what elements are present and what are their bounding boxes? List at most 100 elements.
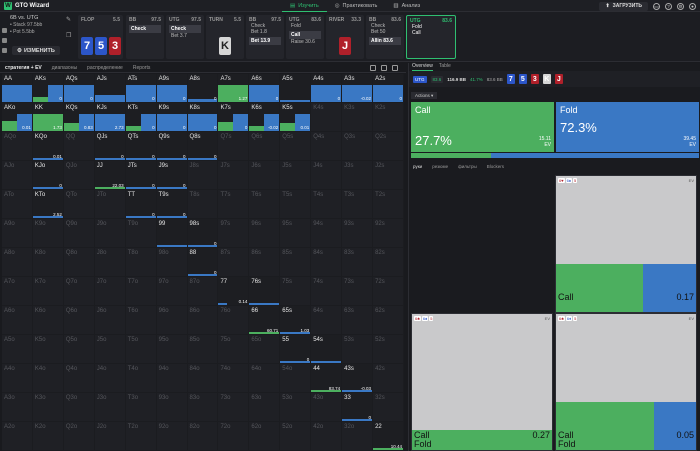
hand-cell-J2s[interactable]: J2s [373,161,404,190]
hand-cell-82s[interactable]: 82s [373,248,404,277]
action-option[interactable]: Check [251,23,266,29]
hand-cell-54o[interactable]: 54o [280,364,312,393]
hand-cell-J6o[interactable]: J6o [94,306,126,335]
hand-cell-A4s[interactable]: A4s 0 [311,74,343,103]
hand-cell-52s[interactable]: 52s [373,335,404,364]
action-column-bb-flop[interactable]: BB 97.5 Check [126,15,164,59]
hand-cell-A6o[interactable]: A6o [2,306,33,335]
hand-cell-QTo[interactable]: QTo [63,190,95,219]
hand-cell-ATs[interactable]: ATs 0 [125,74,157,103]
hand-cell-63s[interactable]: 63s [342,306,374,335]
hand-cell-93o[interactable]: 93o [156,393,188,422]
action-option[interactable]: Bet 3.7 [171,33,187,39]
folder-icon[interactable] [2,28,7,33]
hand-cell-K7o[interactable]: K7o [32,277,64,306]
change-button[interactable]: ⚙ ИЗМЕНИТЬ [12,46,60,55]
hand-cell-43s[interactable]: 43s -0.03 [342,364,374,393]
hand-cell-Q4s[interactable]: Q4s [311,132,343,161]
hand-cell-A5s[interactable]: A5s [280,74,312,103]
hand-cell-QJo[interactable]: QJo [63,161,95,190]
action-option[interactable]: Allin 83.6 [369,37,401,45]
hand-cell-T9s[interactable]: T9s 0 [156,190,188,219]
hand-cell-T2s[interactable]: T2s [373,190,404,219]
hand-cell-AA[interactable]: AA [2,74,33,103]
action-option[interactable]: Call [412,30,421,36]
hand-cell-J8s[interactable]: J8s [187,161,219,190]
hand-cell-T4s[interactable]: T4s [311,190,343,219]
hand-cell-T5o[interactable]: T5o [125,335,157,364]
hand-cell-K4o[interactable]: K4o [32,364,64,393]
hand-cell-96o[interactable]: 96o [156,306,188,335]
tab-ranges[interactable]: диапазоны [51,64,78,71]
hand-cell-KK[interactable]: KK 1.73 [32,103,64,132]
hand-cell-A8s[interactable]: A8s 0 [187,74,219,103]
hand-cell-A2s[interactable]: A2s 0 [373,74,404,103]
nav-practice[interactable]: ◎ Практиковать [334,3,378,9]
hand-cell-K9o[interactable]: K9o [32,219,64,248]
hand-cell-QQ[interactable]: QQ [63,132,95,161]
hand-cell-KTs[interactable]: KTs 0 [125,103,157,132]
hand-cell-JJ[interactable]: JJ 22.03 [94,161,126,190]
action-column-utg-flop[interactable]: UTG 97.5 Check Bet 3.7 [166,15,204,59]
hand-cell-52o[interactable]: 52o [280,422,312,451]
hand-cell-A5o[interactable]: A5o [2,335,33,364]
action-option[interactable]: Check [371,23,386,29]
tab-blockers[interactable]: Blockers [486,164,504,169]
hand-cell-64o[interactable]: 64o [249,364,281,393]
gear-icon[interactable]: ⚙ [677,2,684,10]
hand-cell-Q7o[interactable]: Q7o [63,277,95,306]
hand-cell-Q6s[interactable]: Q6s [249,132,281,161]
hand-cell-Q8s[interactable]: Q8s 0 [187,132,219,161]
logo[interactable]: W GTO Wizard [0,1,120,10]
layers-icon[interactable] [2,48,7,53]
hand-cell-92s[interactable]: 92s [373,219,404,248]
hand-combo-card[interactable]: 6♣ 6♦ 5 EV Call Fold 0.05 [555,313,697,451]
upload-button[interactable]: ⬆ ЗАГРУЗИТЬ [599,1,648,11]
hand-cell-98s[interactable]: 98s 0 [187,219,219,248]
hand-cell-T6o[interactable]: T6o [125,306,157,335]
hand-cell-T9o[interactable]: T9o [125,219,157,248]
hand-cell-Q6o[interactable]: Q6o [63,306,95,335]
tab-table[interactable]: Table [438,63,451,69]
hand-cell-Q3o[interactable]: Q3o [63,393,95,422]
hand-cell-86o[interactable]: 86o [187,306,219,335]
hand-cell-A7s[interactable]: A7s 1.27 [218,74,250,103]
hand-cell-76s[interactable]: 76s [249,277,281,306]
hand-cell-87s[interactable]: 87s [218,248,250,277]
hand-cell-65s[interactable]: 65s 1.03 [280,306,312,335]
action-option[interactable]: Call [289,31,321,39]
call-summary[interactable]: Call 27.7% 15.11 EV [411,102,554,152]
settings-icon[interactable] [2,38,7,43]
hand-cell-A4o[interactable]: A4o [2,364,33,393]
hand-cell-ATo[interactable]: ATo [2,190,33,219]
hand-cell-A3s[interactable]: A3s -0.02 [342,74,374,103]
list-view-icon[interactable] [381,64,387,71]
hand-cell-Q5o[interactable]: Q5o [63,335,95,364]
hand-cell-83s[interactable]: 83s [342,248,374,277]
hand-cell-KQo[interactable]: KQo 0.01 [32,132,64,161]
hand-cell-K3s[interactable]: K3s [342,103,374,132]
hand-cell-98o[interactable]: 98o [156,248,188,277]
action-option[interactable]: Fold [412,24,422,30]
action-option[interactable]: Bet 50 [371,29,386,35]
hand-cell-97o[interactable]: 97o [156,277,188,306]
hand-cell-32s[interactable]: 32s [373,393,404,422]
hand-cell-AJs[interactable]: AJs [94,74,126,103]
hand-cell-84o[interactable]: 84o [187,364,219,393]
tab-hands[interactable]: руки [413,164,423,169]
hand-cell-J3s[interactable]: J3s [342,161,374,190]
expand-icon[interactable] [392,64,398,71]
hand-cell-T5s[interactable]: T5s [280,190,312,219]
action-column-bb-turn[interactable]: BB 97.5 Check Bet 1.8 Bet 13.9 [246,15,284,59]
hand-cell-83o[interactable]: 83o [187,393,219,422]
hand-cell-22[interactable]: 22 10.44 [373,422,404,451]
hand-cell-K7s[interactable]: K7s 0 [218,103,250,132]
hand-cell-K6s[interactable]: K6s -0.02 [249,103,281,132]
hand-cell-32o[interactable]: 32o [342,422,374,451]
hand-cell-QTs[interactable]: QTs 0 [125,132,157,161]
hand-cell-A9s[interactable]: A9s 0 [156,74,188,103]
hand-cell-75s[interactable]: 75s [280,277,312,306]
hand-cell-Q3s[interactable]: Q3s [342,132,374,161]
hand-cell-Q8o[interactable]: Q8o [63,248,95,277]
hand-cell-A7o[interactable]: A7o [2,277,33,306]
